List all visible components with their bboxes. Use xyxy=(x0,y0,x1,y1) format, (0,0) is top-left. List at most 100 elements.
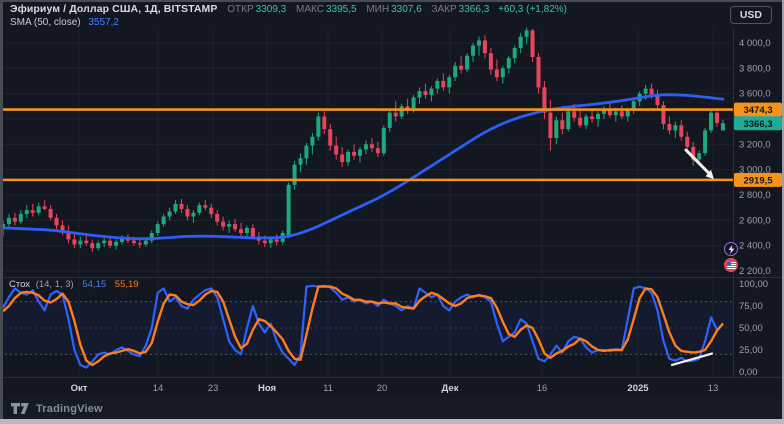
candle-body xyxy=(161,216,166,225)
candle-body xyxy=(322,116,327,130)
candle-body xyxy=(435,81,440,89)
candle-body xyxy=(6,217,11,225)
candle-body xyxy=(399,106,404,117)
candle-body xyxy=(316,116,321,137)
y-axis-tick: 4 000,0 xyxy=(739,38,771,49)
candle-body xyxy=(500,68,505,78)
candle-body xyxy=(542,87,547,113)
candle-body xyxy=(488,53,493,70)
symbol-row[interactable]: Эфириум / Доллар США, 1Д, BITSTAMP ОТКР 3… xyxy=(10,3,730,16)
candle-body xyxy=(720,123,725,131)
candle-body xyxy=(512,48,517,59)
candle-body xyxy=(703,130,708,154)
candle-body xyxy=(310,136,315,146)
candle-body xyxy=(42,206,47,209)
candle-body xyxy=(155,224,160,234)
candle-body xyxy=(673,125,678,131)
candle-body xyxy=(292,164,297,185)
candle-body xyxy=(429,88,434,95)
high-value: 3395,5 xyxy=(325,4,357,15)
candle-body xyxy=(179,203,184,209)
candle-body xyxy=(524,30,529,37)
stoch-axis-tick: 25,00 xyxy=(739,345,763,356)
candle-body xyxy=(221,221,226,227)
candle-body xyxy=(423,91,428,95)
candle-body xyxy=(447,77,452,88)
candle-body xyxy=(459,65,464,70)
candle-body xyxy=(482,40,487,54)
lightning-bolt-glyph xyxy=(728,244,734,254)
sma-line xyxy=(1,93,725,241)
candle-body xyxy=(167,211,172,217)
candle-body xyxy=(411,97,416,111)
candle-body xyxy=(197,205,202,213)
candle-body xyxy=(417,91,422,98)
x-axis-tick: Дек xyxy=(442,383,459,394)
stoch-axis-tick: 50,00 xyxy=(739,323,763,334)
arrow-annotation[interactable] xyxy=(684,148,711,175)
candle-body xyxy=(262,240,267,244)
stoch-k-value: 54,15 xyxy=(82,279,107,290)
candle-body xyxy=(340,154,345,163)
close-label: ЗАКР xyxy=(431,4,457,15)
y-axis-tick: 2 200,0 xyxy=(739,266,771,277)
candle-body xyxy=(613,111,618,116)
candle-body xyxy=(530,30,535,57)
y-axis-tick: 2 800,0 xyxy=(739,190,771,201)
candle-body xyxy=(203,205,208,208)
candle-body xyxy=(233,224,238,230)
currency-toggle-button[interactable]: USD xyxy=(729,6,772,24)
stoch-trendline[interactable] xyxy=(670,352,714,367)
candle-body xyxy=(102,240,107,244)
candle-body xyxy=(328,129,333,146)
x-axis-tick: 23 xyxy=(208,383,219,394)
lightning-event-icon[interactable] xyxy=(724,242,738,256)
candle-body xyxy=(649,88,654,95)
candle-body xyxy=(18,214,23,222)
close-value: 3366,3 xyxy=(458,4,490,15)
candle-body xyxy=(697,153,702,160)
stoch-indicator-name: Стох xyxy=(9,279,31,290)
stoch-axis-tick: 0,00 xyxy=(739,367,758,378)
candle-body xyxy=(346,151,351,163)
tradingview-logo-icon[interactable] xyxy=(11,402,30,415)
candle-body xyxy=(387,112,392,128)
candle-body xyxy=(120,238,124,242)
candle-body xyxy=(554,120,559,139)
sma-row[interactable]: SMA (50, close) 3557,2 xyxy=(10,16,730,29)
candle-body xyxy=(494,69,499,78)
support-price-label-bg xyxy=(734,172,782,187)
candle-body xyxy=(471,45,476,56)
candle-body xyxy=(453,65,458,78)
candle-body xyxy=(584,116,589,126)
candle-body xyxy=(239,229,243,234)
y-axis-tick: 3 800,0 xyxy=(739,63,771,74)
us-flag-event-icon[interactable] xyxy=(724,258,738,272)
symbol-title: Эфириум / Доллар США, 1Д, BITSTAMP xyxy=(10,3,218,15)
candle-body xyxy=(185,208,190,217)
stoch-d-line xyxy=(2,285,724,367)
candle-body xyxy=(72,239,77,245)
candle-body xyxy=(286,184,291,236)
candle-body xyxy=(506,58,511,69)
candle-body xyxy=(54,217,59,226)
stoch-axis-tick: 100,00 xyxy=(739,279,768,290)
candle-body xyxy=(572,111,577,118)
candle-body xyxy=(655,94,660,106)
attribution-bar: TradingView xyxy=(0,398,784,419)
candle-body xyxy=(334,145,339,155)
tradingview-brand-text[interactable]: TradingView xyxy=(36,402,103,415)
us-flag-glyph xyxy=(726,261,736,269)
y-axis-tick: 3 000,0 xyxy=(739,165,771,176)
candle-body xyxy=(90,243,95,249)
candle-body xyxy=(607,110,612,116)
open-label: ОТКР xyxy=(227,4,254,15)
y-axis-tick: 3 200,0 xyxy=(739,139,771,150)
candle-body xyxy=(191,212,196,217)
candle-body xyxy=(137,243,142,245)
stoch-legend[interactable]: Стох (14, 1, 3) 54,15 55,19 xyxy=(9,279,139,290)
candle-body xyxy=(304,145,309,159)
candle-body xyxy=(84,240,89,244)
